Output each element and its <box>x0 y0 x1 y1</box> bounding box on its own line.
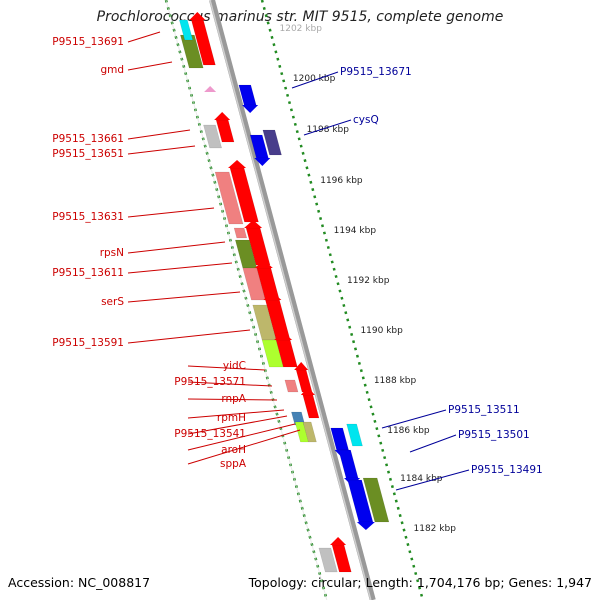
scale-labels: 1202 kbp 1200 kbp 1198 kbp 1196 kbp 1194 kbp… <box>280 24 457 534</box>
topology-text: Topology: circular; Length: 1,704,176 bp… <box>248 575 592 590</box>
accession-text: Accession: NC_008817 <box>8 575 151 590</box>
gene-p9515-13691-arrowhead <box>189 12 206 20</box>
scale-label: 1200 kbp <box>293 74 336 84</box>
scale-label: 1186 kbp <box>387 426 430 436</box>
gene-gray-bottom <box>318 547 338 573</box>
gene-cysQ-a-arrowhead <box>254 158 271 166</box>
right-gene-label: P9515_13511 <box>448 404 520 416</box>
gene-p9515-13631-b <box>214 171 244 225</box>
gene-p9515-13591-arrowhead <box>263 292 282 300</box>
right-gene-label: cysQ <box>353 114 379 126</box>
right-leader-line <box>381 409 447 429</box>
gene-p9515-13491-arrowhead <box>356 522 375 530</box>
left-gene-label: P9515_13661 <box>52 133 124 145</box>
gene-olive-right <box>362 477 390 523</box>
left-gene-label: gmd <box>100 64 124 76</box>
left-leader-line <box>187 415 288 435</box>
rna-marker <box>204 86 217 92</box>
left-gene-label: serS <box>101 296 124 308</box>
left-gene-label: aroH <box>221 444 246 456</box>
backbone-highlight <box>209 0 372 600</box>
left-gene-label: P9515_13571 <box>174 376 246 388</box>
gene-rnpA-arrowhead <box>294 362 309 370</box>
right-gene-label: P9515_13501 <box>458 429 530 441</box>
genome-backbone <box>165 0 376 600</box>
left-gene-label: P9515_13541 <box>174 428 246 440</box>
scale-label: 1190 kbp <box>360 326 403 336</box>
gene-red-300-arrowhead <box>254 260 273 268</box>
gene-cyan-top <box>179 19 194 41</box>
label-leader-lines <box>127 31 470 491</box>
gene-red-265-arrowhead <box>244 220 263 228</box>
gene-red-bottom-arrowhead <box>330 537 347 545</box>
right-leader-line <box>395 469 470 491</box>
left-leader-line <box>127 291 241 303</box>
scale-label: 1188 kbp <box>374 376 417 386</box>
right-gene-label: P9515_13671 <box>340 66 412 78</box>
left-leader-line <box>187 423 296 451</box>
left-gene-label: sppA <box>220 458 247 470</box>
scale-label: 1182 kbp <box>414 524 457 534</box>
gene-p9515-13651 <box>203 124 222 149</box>
left-leader-line <box>187 398 278 401</box>
left-leader-line <box>127 145 196 155</box>
left-track-edge <box>165 0 328 600</box>
left-leader-line <box>127 207 215 218</box>
scale-label: 1194 kbp <box>334 226 377 236</box>
left-gene-label: P9515_13651 <box>52 148 124 160</box>
left-leader-line <box>187 429 301 465</box>
gene-p9515-13661-arrowhead <box>214 112 231 120</box>
gene-p9515-13571 <box>284 379 299 393</box>
left-leader-line <box>187 381 273 387</box>
left-gene-label: yidC <box>223 360 246 372</box>
left-gene-label: rpmH <box>217 412 246 424</box>
right-leader-line <box>303 119 352 136</box>
left-leader-line <box>187 409 285 419</box>
right-ruler <box>260 0 425 600</box>
left-gene-label: P9515_13691 <box>52 36 124 48</box>
right-leader-line <box>291 71 339 89</box>
backbone-line <box>209 0 376 600</box>
left-leader-line <box>127 262 233 274</box>
left-gene-label: P9515_13591 <box>52 337 124 349</box>
left-leader-line <box>127 31 161 43</box>
gene-rpsN <box>233 227 248 239</box>
right-leader-line <box>409 434 457 453</box>
left-leader-line <box>187 365 266 371</box>
gene-cyan-mid <box>346 423 363 447</box>
scale-label: 1184 kbp <box>400 474 443 484</box>
gene-sppA <box>302 421 317 443</box>
left-leader-line <box>127 129 191 140</box>
gene-red-367-arrowhead <box>274 332 293 340</box>
scale-label: 1202 kbp <box>280 24 323 34</box>
gene-p9515-13671-arrowhead <box>242 105 259 113</box>
scale-label: 1198 kbp <box>307 125 350 135</box>
right-gene-label: P9515_13491 <box>471 464 543 476</box>
left-gene-label: rpsN <box>100 247 124 259</box>
gene-features <box>179 12 390 573</box>
left-gene-label: rnpA <box>221 393 246 405</box>
gene-p9515-13631-a-arrowhead <box>228 160 247 168</box>
left-gene-label: P9515_13631 <box>52 211 124 223</box>
left-leader-line <box>127 329 251 344</box>
gene-rpmH-arrowhead <box>300 387 315 395</box>
gene-cysQ-b <box>262 129 282 156</box>
left-leader-line <box>127 61 173 71</box>
left-leader-line <box>127 241 226 254</box>
scale-label: 1192 kbp <box>347 276 390 286</box>
left-gene-label: P9515_13611 <box>52 267 124 279</box>
scale-label: 1196 kbp <box>320 176 363 186</box>
